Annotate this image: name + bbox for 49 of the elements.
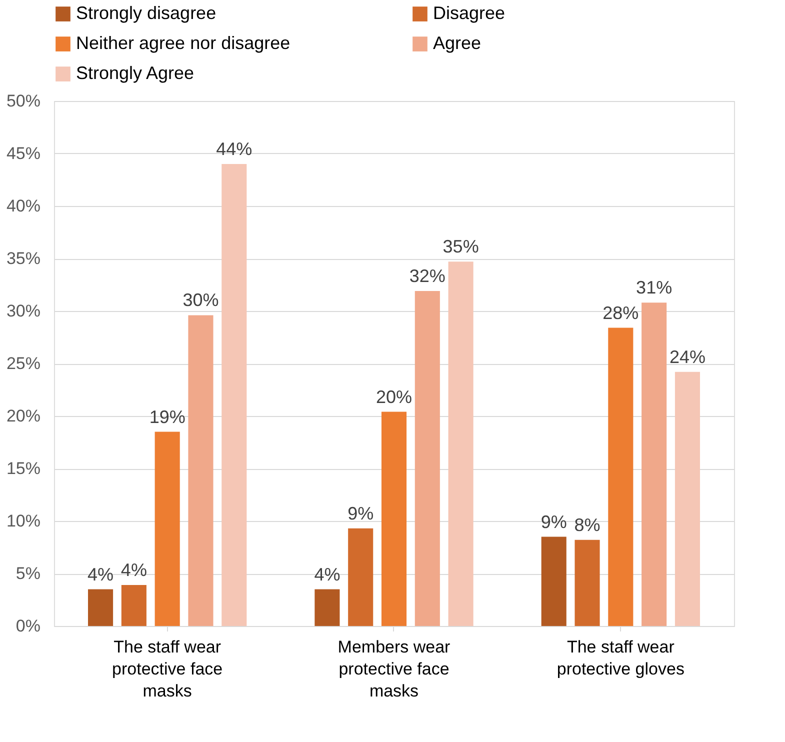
data-label: 35% xyxy=(442,236,479,257)
y-tick-label: 0% xyxy=(16,616,40,636)
bar xyxy=(348,528,374,626)
x-tick-label: The staff wear protective gloves xyxy=(556,638,684,678)
legend-label: Neither agree nor disagree xyxy=(76,33,290,53)
bar xyxy=(608,328,634,626)
y-tick-label: 15% xyxy=(6,459,40,478)
bar xyxy=(674,372,700,626)
bar xyxy=(448,262,474,626)
data-label: 9% xyxy=(540,512,567,532)
legend-label: Strongly disagree xyxy=(76,3,216,23)
bar xyxy=(121,585,146,626)
legend-label: Disagree xyxy=(433,3,506,23)
bar xyxy=(541,536,566,626)
legend-label: Agree xyxy=(433,33,482,53)
bar xyxy=(642,302,667,626)
bar xyxy=(88,589,114,626)
y-tick-label: 5% xyxy=(16,564,40,583)
y-tick-label: 35% xyxy=(6,249,40,268)
data-label: 4% xyxy=(88,564,114,584)
y-tick-label: 20% xyxy=(6,406,40,426)
bar xyxy=(381,412,407,626)
bar xyxy=(154,432,180,626)
bar xyxy=(314,589,340,626)
data-label: 4% xyxy=(314,564,340,584)
bar xyxy=(188,315,214,626)
y-tick-label: 10% xyxy=(6,512,40,530)
x-tick-label: Members wear protective face masks xyxy=(338,638,451,700)
data-label: 4% xyxy=(120,560,147,580)
data-label: 44% xyxy=(216,139,252,159)
bar xyxy=(414,291,440,626)
data-label: 19% xyxy=(149,406,186,427)
y-tick-label: 45% xyxy=(6,144,40,163)
data-label: 24% xyxy=(669,346,706,367)
data-label: 32% xyxy=(409,266,446,286)
y-tick-label: 30% xyxy=(6,302,40,320)
data-label: 30% xyxy=(182,290,219,310)
bar xyxy=(222,164,247,626)
data-label: 8% xyxy=(574,514,600,535)
data-label: 9% xyxy=(348,503,374,524)
legend-label: Strongly Agree xyxy=(76,63,194,83)
y-tick-label: 40% xyxy=(6,196,40,216)
x-tick-label: The staff wear protective face masks xyxy=(112,638,223,700)
y-tick-label: 50% xyxy=(6,92,40,110)
data-label: 31% xyxy=(636,278,672,298)
bar xyxy=(574,540,600,626)
data-label: 28% xyxy=(602,302,639,323)
data-label: 20% xyxy=(376,386,412,407)
y-tick-label: 25% xyxy=(6,354,40,373)
